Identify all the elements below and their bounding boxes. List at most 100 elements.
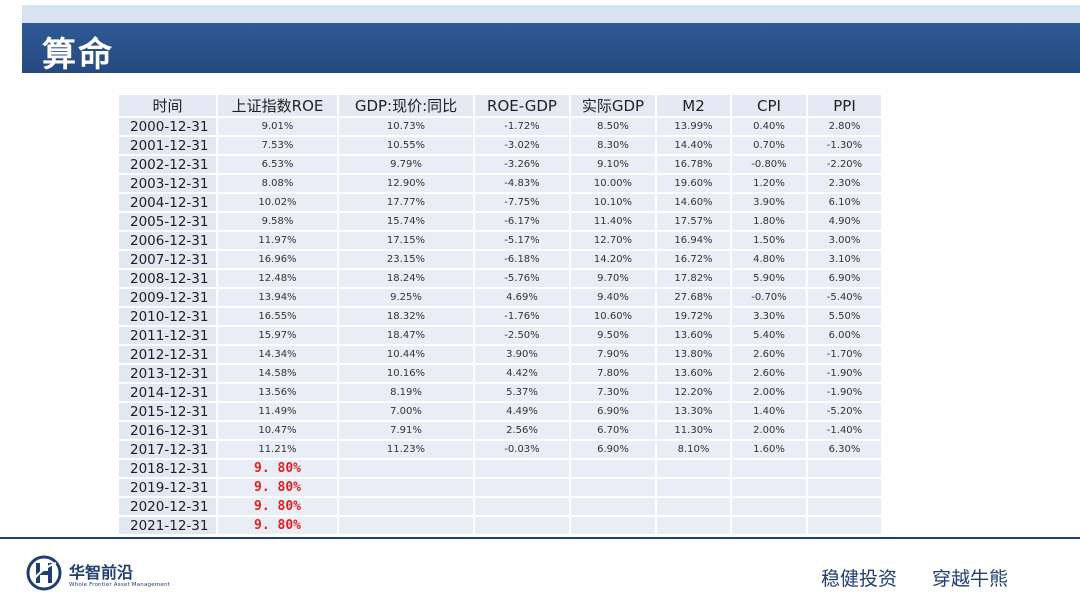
table-cell: 2.60% [732,346,808,365]
table-cell [571,460,657,479]
table-cell: 11.21% [218,441,339,460]
table-cell: 14.60% [657,194,732,213]
table-cell: 2.60% [732,365,808,384]
table-cell: 9.10% [571,156,657,175]
table-cell: -0.03% [475,441,571,460]
table-cell [808,460,883,479]
table-row: 2000-12-31 9.01% 10.73% -1.72% 8.50% 13.99% 0.… [119,118,883,137]
table-row: 2002-12-31 6.53% 9.79% -3.26% 9.10% 16.78% -0.… [119,156,883,175]
table-cell: -2.50% [475,327,571,346]
table-cell: 9. 80% [218,479,339,498]
table-cell: 18.32% [339,308,475,327]
table-cell [657,498,732,517]
table-cell: 11.97% [218,232,339,251]
table-cell [339,517,475,536]
table-cell: 27.68% [657,289,732,308]
table-row: 2009-12-31 13.94% 9.25% 4.69% 9.40% 27.68% -0.… [119,289,883,308]
table-body: 2000-12-31 9.01% 10.73% -1.72% 8.50% 13.99% 0.… [119,118,883,536]
table-cell: 13.60% [657,327,732,346]
date-cell: 2007-12-31 [119,251,218,270]
table-cell [571,479,657,498]
date-cell: 2012-12-31 [119,346,218,365]
date-cell: 2006-12-31 [119,232,218,251]
table-cell: 7.80% [571,365,657,384]
table-row: 2005-12-31 9.58% 15.74% -6.17% 11.40% 17.57% 1… [119,213,883,232]
table-cell: 13.30% [657,403,732,422]
table-cell: 19.72% [657,308,732,327]
table-row: 2011-12-31 15.97% 18.47% -2.50% 9.50% 13.60% 5… [119,327,883,346]
column-header: 上证指数ROE [218,95,339,118]
table-row: 2016-12-31 10.47% 7.91% 2.56% 6.70% 11.30% 2.0… [119,422,883,441]
table-cell: 9. 80% [218,460,339,479]
date-cell: 2017-12-31 [119,441,218,460]
table-cell: -5.20% [808,403,883,422]
table-row: 2003-12-31 8.08% 12.90% -4.83% 10.00% 19.60% 1… [119,175,883,194]
date-cell: 2009-12-31 [119,289,218,308]
table-cell: 0.70% [732,137,808,156]
title-bar: 算命 [22,23,1080,75]
table-cell: 5.37% [475,384,571,403]
date-cell: 2003-12-31 [119,175,218,194]
table-cell [732,460,808,479]
date-cell: 2013-12-31 [119,365,218,384]
table-cell: 23.15% [339,251,475,270]
table-cell: 3.30% [732,308,808,327]
header-accent-strip [22,5,1080,23]
table-cell: 4.69% [475,289,571,308]
date-cell: 2014-12-31 [119,384,218,403]
table-cell: -5.76% [475,270,571,289]
table-cell: 19.60% [657,175,732,194]
table-cell [732,498,808,517]
table-cell: 13.80% [657,346,732,365]
table-cell: 16.78% [657,156,732,175]
table-cell: -1.90% [808,384,883,403]
date-cell: 2002-12-31 [119,156,218,175]
table-cell: 10.02% [218,194,339,213]
column-header: PPI [808,95,883,118]
table-cell [339,460,475,479]
table-row: 2013-12-31 14.58% 10.16% 4.42% 7.80% 13.60% 2.… [119,365,883,384]
table-cell: 10.47% [218,422,339,441]
table-row: 2014-12-31 13.56% 8.19% 5.37% 7.30% 12.20% 2.0… [119,384,883,403]
table-cell: 10.73% [339,118,475,137]
table-cell: -1.72% [475,118,571,137]
table-cell: 1.60% [732,441,808,460]
table-cell: 3.90% [475,346,571,365]
table-row: 2017-12-31 11.21% 11.23% -0.03% 6.90% 8.10% 1.… [119,441,883,460]
table-header-row: 时间 上证指数ROE GDP:现价:同比 ROE-GDP 实际GDP M2 CPI PPI [119,95,883,118]
table-cell: 14.58% [218,365,339,384]
table-cell: 2.80% [808,118,883,137]
table-cell: 15.97% [218,327,339,346]
table-cell: 9.70% [571,270,657,289]
table-cell: 7.30% [571,384,657,403]
table-cell: 16.55% [218,308,339,327]
table-cell: 10.10% [571,194,657,213]
table-cell [571,498,657,517]
table-cell: 8.30% [571,137,657,156]
table-cell: 5.40% [732,327,808,346]
table-row: 2007-12-31 16.96% 23.15% -6.18% 14.20% 16.72%… [119,251,883,270]
table-cell: 10.44% [339,346,475,365]
table-cell: 2.00% [732,384,808,403]
table-cell: 12.48% [218,270,339,289]
table-cell: 6.30% [808,441,883,460]
table-cell: 9.25% [339,289,475,308]
data-table: 时间 上证指数ROE GDP:现价:同比 ROE-GDP 实际GDP M2 CPI PPI 2… [119,95,883,536]
table-cell: -1.30% [808,137,883,156]
company-name-en: Whole Frontier Asset Management [69,582,170,588]
table-cell [475,498,571,517]
table-cell: 9.40% [571,289,657,308]
date-cell: 2016-12-31 [119,422,218,441]
table-cell: 14.40% [657,137,732,156]
table-cell: 6.10% [808,194,883,213]
table-cell: 17.57% [657,213,732,232]
table-cell: 4.49% [475,403,571,422]
table-cell: -1.90% [808,365,883,384]
table-cell: 6.00% [808,327,883,346]
column-header: M2 [657,95,732,118]
table-cell: 18.24% [339,270,475,289]
table-cell: 14.34% [218,346,339,365]
date-cell: 2004-12-31 [119,194,218,213]
table-cell: 2.00% [732,422,808,441]
table-cell: 1.40% [732,403,808,422]
